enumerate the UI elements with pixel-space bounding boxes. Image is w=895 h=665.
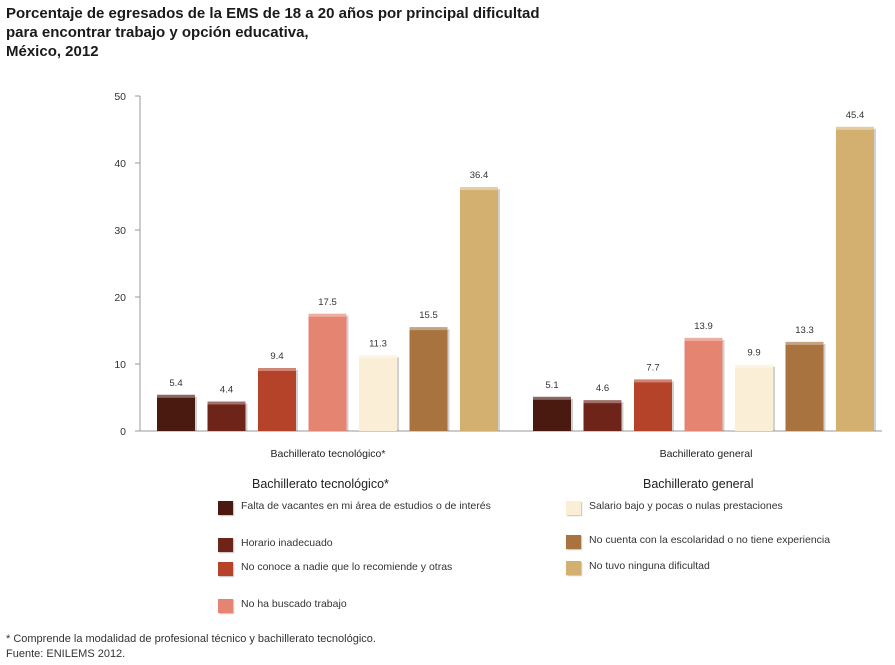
legend-swatch bbox=[218, 538, 233, 552]
legend-item: No tuvo ninguna dificultad bbox=[566, 560, 895, 575]
data-label: 13.9 bbox=[694, 321, 713, 332]
bar-chart: 0 10 20 30 40 50 5.4 4.4 9.4 17.5 11.3 15.5 36.4 Bach… bbox=[114, 91, 882, 460]
y-tick-label: 50 bbox=[114, 91, 126, 103]
bar-highlight bbox=[836, 126, 874, 130]
footnotes: * Comprende la modalidad de profesional … bbox=[6, 632, 376, 662]
legend-swatch bbox=[566, 501, 581, 515]
legend-label: No cuenta con la escolaridad o no tiene … bbox=[589, 534, 831, 546]
bar bbox=[836, 126, 874, 431]
bar-highlight bbox=[258, 368, 296, 372]
data-label: 13.3 bbox=[795, 325, 814, 336]
y-tick-label: 30 bbox=[114, 225, 126, 237]
source-text: Fuente: ENILEMS 2012. bbox=[6, 648, 126, 660]
legend-item: No conoce a nadie que lo recomiende y ot… bbox=[218, 561, 523, 576]
bar-highlight bbox=[207, 401, 246, 405]
bar bbox=[308, 313, 347, 431]
bar bbox=[735, 364, 773, 431]
bar bbox=[785, 341, 824, 431]
legend-label: No ha buscado trabajo bbox=[241, 598, 347, 610]
bar bbox=[684, 337, 723, 431]
bar bbox=[157, 394, 195, 431]
legend-item: Falta de vacantes en mi área de estudios… bbox=[218, 500, 523, 515]
data-label: 4.6 bbox=[596, 383, 609, 394]
bar-highlight bbox=[359, 355, 397, 359]
legend-swatch bbox=[566, 561, 581, 575]
data-label: 45.4 bbox=[846, 110, 865, 121]
bar bbox=[634, 379, 672, 431]
legend-item: Salario bajo y pocas o nulas prestacione… bbox=[566, 500, 895, 515]
bar-highlight bbox=[157, 394, 195, 398]
bar-highlight bbox=[735, 364, 773, 368]
bar bbox=[409, 327, 448, 431]
bar bbox=[460, 187, 498, 431]
legend-heading-tecnologico: Bachillerato tecnológico* bbox=[252, 477, 389, 491]
legend-item: No ha buscado trabajo bbox=[218, 598, 523, 613]
y-tick-label: 20 bbox=[114, 292, 126, 304]
bar bbox=[533, 396, 571, 431]
bar-highlight bbox=[634, 379, 672, 383]
bar-highlight bbox=[583, 400, 622, 404]
legend-swatch bbox=[566, 535, 581, 549]
x-category-label: Bachillerato general bbox=[660, 448, 753, 460]
data-label: 5.4 bbox=[169, 378, 182, 389]
legend-label: No tuvo ninguna dificultad bbox=[589, 560, 710, 572]
legend-label: Falta de vacantes en mi área de estudios… bbox=[241, 500, 491, 512]
legend-swatch bbox=[218, 562, 233, 576]
bar-highlight bbox=[533, 396, 571, 400]
data-label: 9.4 bbox=[270, 351, 283, 362]
bar bbox=[258, 368, 296, 431]
legend-label: Horario inadecuado bbox=[241, 537, 333, 549]
legend-label: Salario bajo y pocas o nulas prestacione… bbox=[589, 500, 783, 512]
bar bbox=[583, 400, 622, 431]
data-label: 5.1 bbox=[545, 380, 558, 391]
bar-highlight bbox=[460, 187, 498, 191]
legend-item: Horario inadecuado bbox=[218, 537, 523, 552]
legend-swatch bbox=[218, 501, 233, 515]
y-tick-label: 0 bbox=[120, 426, 126, 438]
y-tick-label: 40 bbox=[114, 158, 126, 170]
chart-title-line-1: Porcentaje de egresados de la EMS de 18 … bbox=[6, 5, 540, 22]
data-label: 11.3 bbox=[369, 338, 387, 349]
data-label: 15.5 bbox=[419, 310, 438, 321]
bar bbox=[207, 401, 246, 431]
bar-highlight bbox=[785, 341, 824, 345]
data-label: 7.7 bbox=[646, 362, 659, 373]
footnote-text: * Comprende la modalidad de profesional … bbox=[6, 633, 376, 645]
data-label: 9.9 bbox=[747, 348, 760, 359]
data-label: 36.4 bbox=[470, 170, 489, 181]
bar-highlight bbox=[684, 337, 723, 341]
y-tick-label: 10 bbox=[114, 359, 126, 371]
legend-label: No conoce a nadie que lo recomiende y ot… bbox=[241, 561, 453, 573]
legend-heading-general: Bachillerato general bbox=[643, 477, 754, 491]
bar bbox=[359, 355, 397, 431]
legend-item: No cuenta con la escolaridad o no tiene … bbox=[566, 534, 895, 549]
data-label: 4.4 bbox=[220, 385, 233, 396]
chart-title-line-2: para encontrar trabajo y opción educativ… bbox=[6, 24, 309, 41]
bar-highlight bbox=[409, 327, 448, 331]
data-label: 17.5 bbox=[318, 297, 337, 308]
legend-swatch bbox=[218, 599, 233, 613]
bar-highlight bbox=[308, 313, 347, 317]
chart-title: Porcentaje de egresados de la EMS de 18 … bbox=[6, 4, 766, 61]
x-category-label: Bachillerato tecnológico* bbox=[271, 448, 386, 460]
chart-title-line-3: México, 2012 bbox=[6, 43, 99, 60]
